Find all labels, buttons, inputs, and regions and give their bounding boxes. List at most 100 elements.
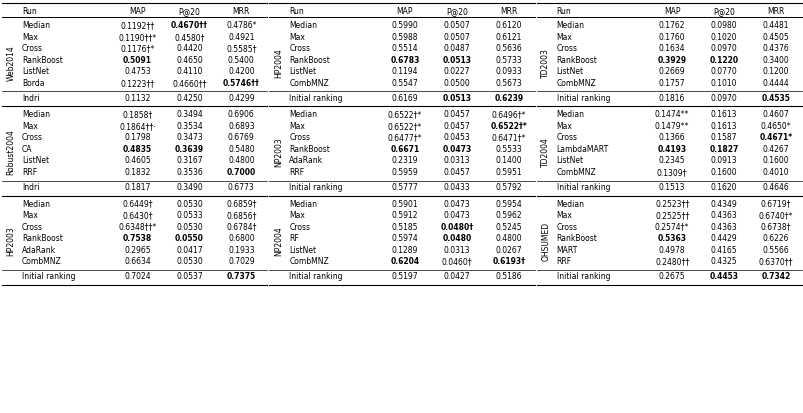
Text: 0.0267: 0.0267 [495,245,521,254]
Text: 0.1816: 0.1816 [658,93,684,102]
Text: 0.6784†: 0.6784† [226,222,256,231]
Text: 0.0933: 0.0933 [495,67,521,76]
Text: 0.0457: 0.0457 [442,110,470,119]
Text: 0.4444: 0.4444 [762,78,789,88]
Text: 0.6634: 0.6634 [124,256,151,266]
Text: 0.1757: 0.1757 [658,78,685,88]
Text: 0.4363: 0.4363 [710,211,736,219]
Text: 0.1620: 0.1620 [710,183,736,191]
Text: 0.6856†: 0.6856† [226,211,256,219]
Text: 0.5480: 0.5480 [228,145,255,154]
Text: 0.0227: 0.0227 [443,67,470,76]
Text: Initial ranking: Initial ranking [289,183,342,191]
Text: 0.4671*: 0.4671* [759,133,792,142]
Text: 0.3473: 0.3473 [176,133,202,142]
Text: 0.2675: 0.2675 [658,271,685,280]
Text: 0.2574†*: 0.2574†* [654,222,688,231]
Text: Initial ranking: Initial ranking [556,271,609,280]
Text: 0.3490: 0.3490 [176,183,202,191]
Text: 0.5673: 0.5673 [495,78,521,88]
Text: 0.4650: 0.4650 [176,56,202,64]
Text: 0.5091: 0.5091 [123,56,152,64]
Text: 0.0533: 0.0533 [176,211,202,219]
Text: 0.4349: 0.4349 [710,199,736,208]
Text: Cross: Cross [22,44,43,53]
Text: 0.1798: 0.1798 [124,133,150,142]
Text: Median: Median [22,21,50,30]
Text: 0.4363: 0.4363 [710,222,736,231]
Text: 0.0480†: 0.0480† [440,222,473,231]
Text: HP2004: HP2004 [274,48,283,78]
Text: Max: Max [556,211,572,219]
Text: 0.6773: 0.6773 [228,183,255,191]
Text: CombMNZ: CombMNZ [556,168,596,176]
Text: Max: Max [22,33,38,42]
Text: MAP: MAP [663,7,679,16]
Text: 0.3639: 0.3639 [174,145,204,154]
Text: Indri: Indri [22,93,39,102]
Text: 0.0770: 0.0770 [710,67,736,76]
Text: 0.4453: 0.4453 [709,271,738,280]
Text: 0.1817: 0.1817 [124,183,150,191]
Text: 0.0507: 0.0507 [442,21,470,30]
Text: 0.0970: 0.0970 [710,93,736,102]
Text: 0.6239: 0.6239 [494,93,523,102]
Text: 0.7538: 0.7538 [123,233,152,242]
Text: 0.0530: 0.0530 [176,222,202,231]
Text: RankBoost: RankBoost [22,233,63,242]
Text: Median: Median [556,110,584,119]
Text: RRF: RRF [22,168,37,176]
Text: 0.6449†: 0.6449† [122,199,153,208]
Text: HP2003: HP2003 [6,225,15,255]
Text: MRR: MRR [232,7,250,16]
Text: 0.1474**: 0.1474** [654,110,688,119]
Text: P@20: P@20 [178,7,200,16]
Text: 0.6522†*: 0.6522†* [387,110,422,119]
Text: P@20: P@20 [446,7,467,16]
Text: 0.4429: 0.4429 [710,233,736,242]
Text: 0.6783: 0.6783 [389,56,419,64]
Text: Cross: Cross [22,222,43,231]
Text: 0.6769: 0.6769 [228,133,255,142]
Text: 0.0970: 0.0970 [710,44,736,53]
Text: 0.6522†*: 0.6522†* [387,121,422,131]
Text: 0.0460†: 0.0460† [441,256,471,266]
Text: AdaRank: AdaRank [22,245,56,254]
Text: 0.4646: 0.4646 [762,183,789,191]
Text: 0.3929: 0.3929 [657,56,686,64]
Text: 0.6348††*: 0.6348††* [118,222,157,231]
Text: Borda: Borda [22,78,44,88]
Text: 0.0500: 0.0500 [442,78,470,88]
Text: 0.4605: 0.4605 [124,156,151,165]
Text: Median: Median [556,21,584,30]
Text: 0.0537: 0.0537 [176,271,202,280]
Text: Initial ranking: Initial ranking [289,93,342,102]
Text: 0.3534: 0.3534 [176,121,202,131]
Text: 0.0313: 0.0313 [443,245,470,254]
Text: Cross: Cross [556,222,577,231]
Text: 0.0530: 0.0530 [176,199,202,208]
Text: 0.7342: 0.7342 [760,271,789,280]
Text: RankBoost: RankBoost [22,56,63,64]
Text: 0.1479**: 0.1479** [654,121,688,131]
Text: 0.0513: 0.0513 [442,56,471,64]
Text: 0.0913: 0.0913 [710,156,736,165]
Text: 0.0457: 0.0457 [442,168,470,176]
Text: 0.6740†*: 0.6740†* [758,211,793,219]
Text: 0.4800: 0.4800 [495,233,521,242]
Text: 0.6671: 0.6671 [389,145,419,154]
Text: 0.1220: 0.1220 [708,56,738,64]
Text: 0.2480††: 0.2480†† [654,256,688,266]
Text: 0.5547: 0.5547 [391,78,418,88]
Text: CA: CA [22,145,32,154]
Text: 0.1194: 0.1194 [391,67,418,76]
Text: 0.6471†*: 0.6471†* [491,133,525,142]
Text: 0.0530: 0.0530 [176,256,202,266]
Text: 0.3494: 0.3494 [176,110,202,119]
Text: 0.4535: 0.4535 [760,93,789,102]
Text: MAP: MAP [396,7,413,16]
Text: 0.6169: 0.6169 [391,93,418,102]
Text: AdaRank: AdaRank [289,156,323,165]
Text: 0.6719†: 0.6719† [760,199,790,208]
Text: 0.4800: 0.4800 [228,156,255,165]
